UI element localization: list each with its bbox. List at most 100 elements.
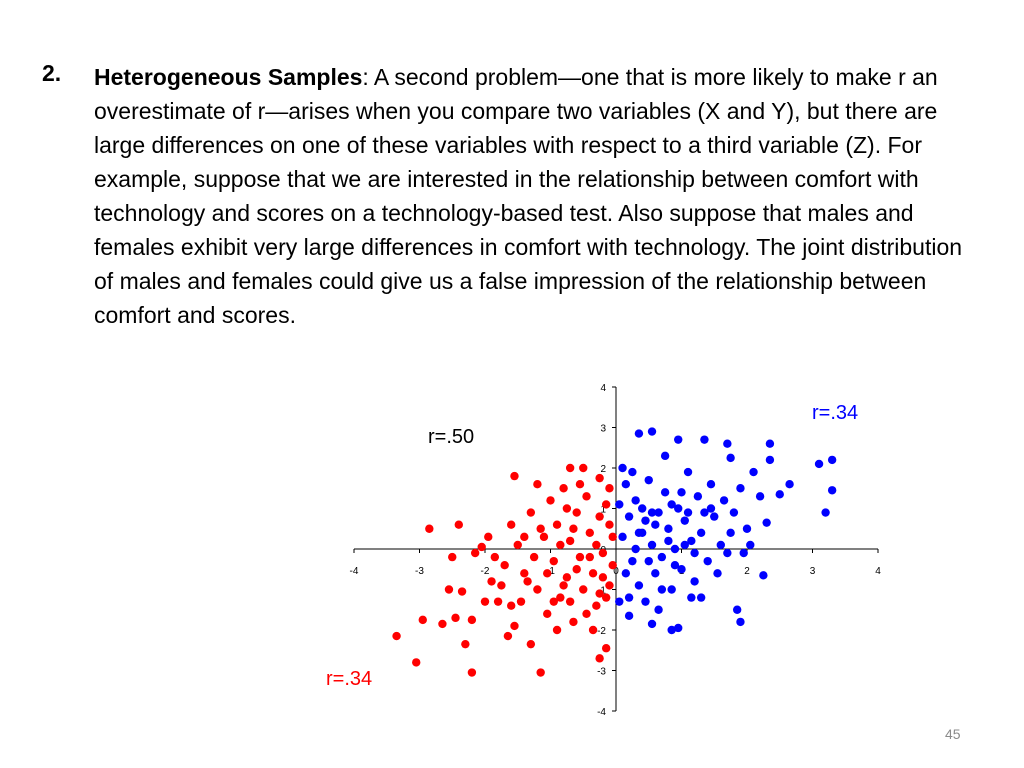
red-point <box>592 601 601 610</box>
blue-point <box>696 528 706 537</box>
blue-point <box>736 617 745 627</box>
blue-point <box>624 593 634 602</box>
blue-point <box>696 593 706 602</box>
blue-point <box>680 540 689 550</box>
red-point <box>510 471 519 481</box>
blue-point <box>765 439 775 448</box>
y-tick-label: 2 <box>600 464 606 475</box>
blue-point <box>683 508 693 517</box>
red-point <box>605 520 614 529</box>
red-point <box>595 473 604 483</box>
blue-point <box>827 486 837 495</box>
red-point <box>520 569 529 578</box>
blue-point <box>667 585 676 594</box>
blue-point <box>690 577 699 586</box>
red-point <box>572 565 581 574</box>
red-point <box>598 548 608 558</box>
blue-point <box>827 455 837 465</box>
blue-point <box>647 427 657 436</box>
blue-point <box>765 455 775 465</box>
blue-point <box>664 524 673 533</box>
red-point <box>448 552 457 562</box>
blue-point <box>615 597 624 606</box>
blue-point <box>638 504 647 513</box>
blue-point <box>654 508 663 517</box>
red-point <box>520 532 529 542</box>
blue-point <box>651 520 660 529</box>
red-point <box>549 597 558 606</box>
blue-point <box>624 611 634 621</box>
red-point <box>562 573 572 582</box>
blue-point <box>674 623 683 633</box>
red-point <box>579 463 588 473</box>
x-tick-label: 0 <box>613 566 619 577</box>
red-point <box>579 585 588 594</box>
blue-point <box>785 480 794 489</box>
blue-point <box>618 463 627 473</box>
blue-point <box>706 504 716 513</box>
red-point <box>598 573 608 582</box>
red-point <box>559 484 568 493</box>
red-point <box>529 552 539 562</box>
blue-point <box>634 528 644 537</box>
red-point <box>454 520 463 529</box>
red-point <box>497 581 506 590</box>
blue-point <box>628 556 637 566</box>
red-point <box>490 552 500 562</box>
blue-point <box>667 625 676 635</box>
blue-point <box>631 544 640 554</box>
blue-point <box>726 453 735 463</box>
y-tick-label: 4 <box>600 383 606 394</box>
red-point <box>565 463 575 473</box>
blue-point <box>700 435 709 444</box>
blue-point <box>759 571 768 580</box>
red-point <box>572 508 581 517</box>
blue-point <box>706 480 716 489</box>
red-point <box>513 540 522 550</box>
item-heading: Heterogeneous Samples <box>94 64 363 90</box>
red-point <box>461 639 470 649</box>
points <box>392 427 837 677</box>
blue-point <box>660 451 670 461</box>
red-point <box>477 542 486 552</box>
red-point <box>575 552 585 562</box>
blue-point <box>631 496 640 505</box>
red-point <box>552 520 562 529</box>
red-point <box>565 597 575 606</box>
red-point <box>546 496 555 505</box>
red-point <box>595 589 604 598</box>
red-point <box>575 480 585 489</box>
blue-point <box>713 569 722 578</box>
red-point <box>523 577 532 586</box>
blue-point <box>762 518 771 527</box>
page-number: 45 <box>945 726 961 742</box>
blue-point <box>687 536 696 546</box>
blue-point <box>621 569 631 578</box>
red-point <box>595 654 604 663</box>
blue-point <box>700 508 709 517</box>
blue-point <box>674 504 683 513</box>
annotation-overall-r: r=.50 <box>428 426 475 448</box>
blue-point <box>723 548 732 558</box>
red-point <box>451 613 460 623</box>
x-tick-label: -3 <box>415 566 424 577</box>
y-tick-label: -4 <box>597 707 606 718</box>
blue-point <box>621 480 631 489</box>
blue-point <box>821 508 830 517</box>
red-point <box>507 601 516 610</box>
red-point <box>595 512 604 521</box>
red-point <box>487 577 496 586</box>
blue-point <box>657 552 667 562</box>
body-paragraph: Heterogeneous Samples: A second problem—… <box>94 60 974 332</box>
y-tick-label: -2 <box>597 626 606 637</box>
red-point <box>539 532 549 542</box>
blue-point <box>736 484 745 493</box>
red-point <box>556 593 565 602</box>
red-point <box>500 561 509 570</box>
red-point <box>569 524 578 533</box>
x-tick-label: -2 <box>481 566 490 577</box>
blue-point <box>647 540 657 550</box>
blue-point <box>647 508 657 517</box>
blue-point <box>723 439 732 448</box>
blue-point <box>690 548 699 558</box>
